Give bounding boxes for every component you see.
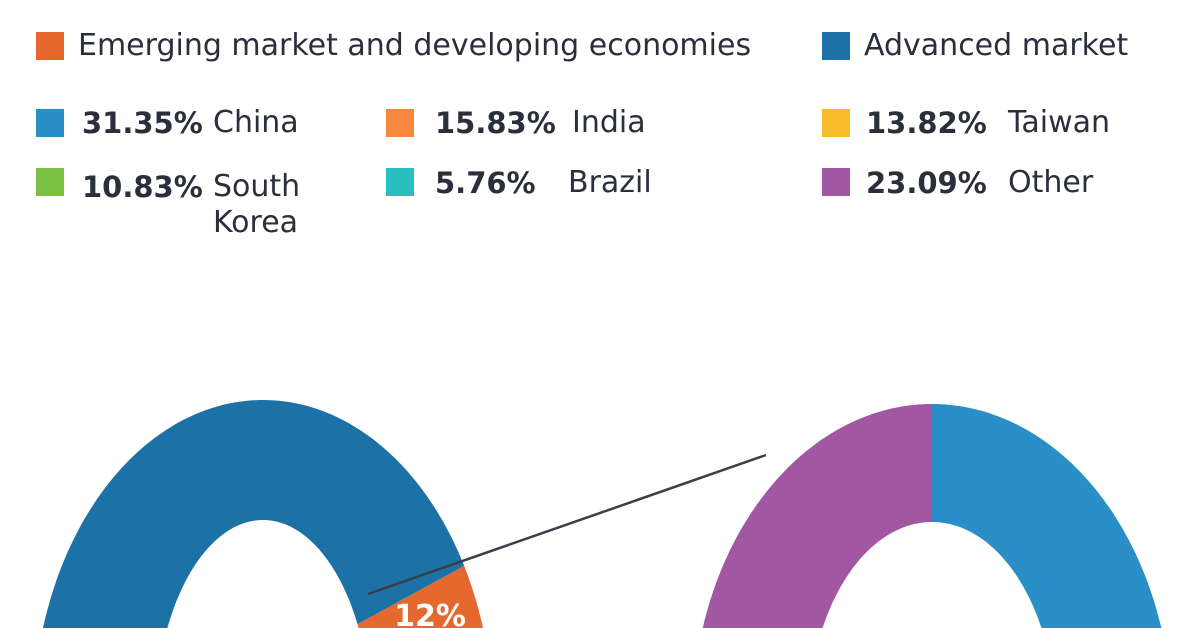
legend-swatch-south-korea xyxy=(36,168,64,196)
legend-value-india: 15.83% xyxy=(435,106,556,140)
legend-swatch-brazil xyxy=(386,168,414,196)
legend-swatch-emerging xyxy=(36,32,64,60)
legend-swatch-advanced xyxy=(822,32,850,60)
right-donut-slice-other xyxy=(702,404,932,628)
legend-value-brazil: 5.76% xyxy=(435,166,536,200)
legend-swatch-china xyxy=(36,109,64,137)
left-donut-slice-advanced-market xyxy=(43,400,465,628)
connector-line xyxy=(367,453,767,596)
legend-label-india: India xyxy=(572,105,646,140)
legend-label-taiwan: Taiwan xyxy=(1008,105,1111,140)
legend-label-south-korea: South Korea xyxy=(213,169,301,240)
legend-value-taiwan: 13.82% xyxy=(866,106,987,140)
legend-label-other: Other xyxy=(1008,165,1094,200)
legend-label-china: China xyxy=(213,105,299,140)
left-donut-slice-emerging-market-and-developing-economies xyxy=(357,565,483,628)
legend-swatch-india xyxy=(386,109,414,137)
right-donut-slice-china xyxy=(932,404,1162,628)
legend-label-brazil: Brazil xyxy=(568,165,652,200)
legend-swatch-other xyxy=(822,168,850,196)
legend-label-emerging: Emerging market and developing economies xyxy=(78,28,752,63)
legend-label-advanced: Advanced market xyxy=(864,28,1129,63)
emerging-data-label: 12% xyxy=(394,599,466,628)
legend-value-china: 31.35% xyxy=(82,106,203,140)
legend-swatch-taiwan xyxy=(822,109,850,137)
legend-value-other: 23.09% xyxy=(866,166,987,200)
legend-value-south-korea: 10.83% xyxy=(82,170,203,204)
